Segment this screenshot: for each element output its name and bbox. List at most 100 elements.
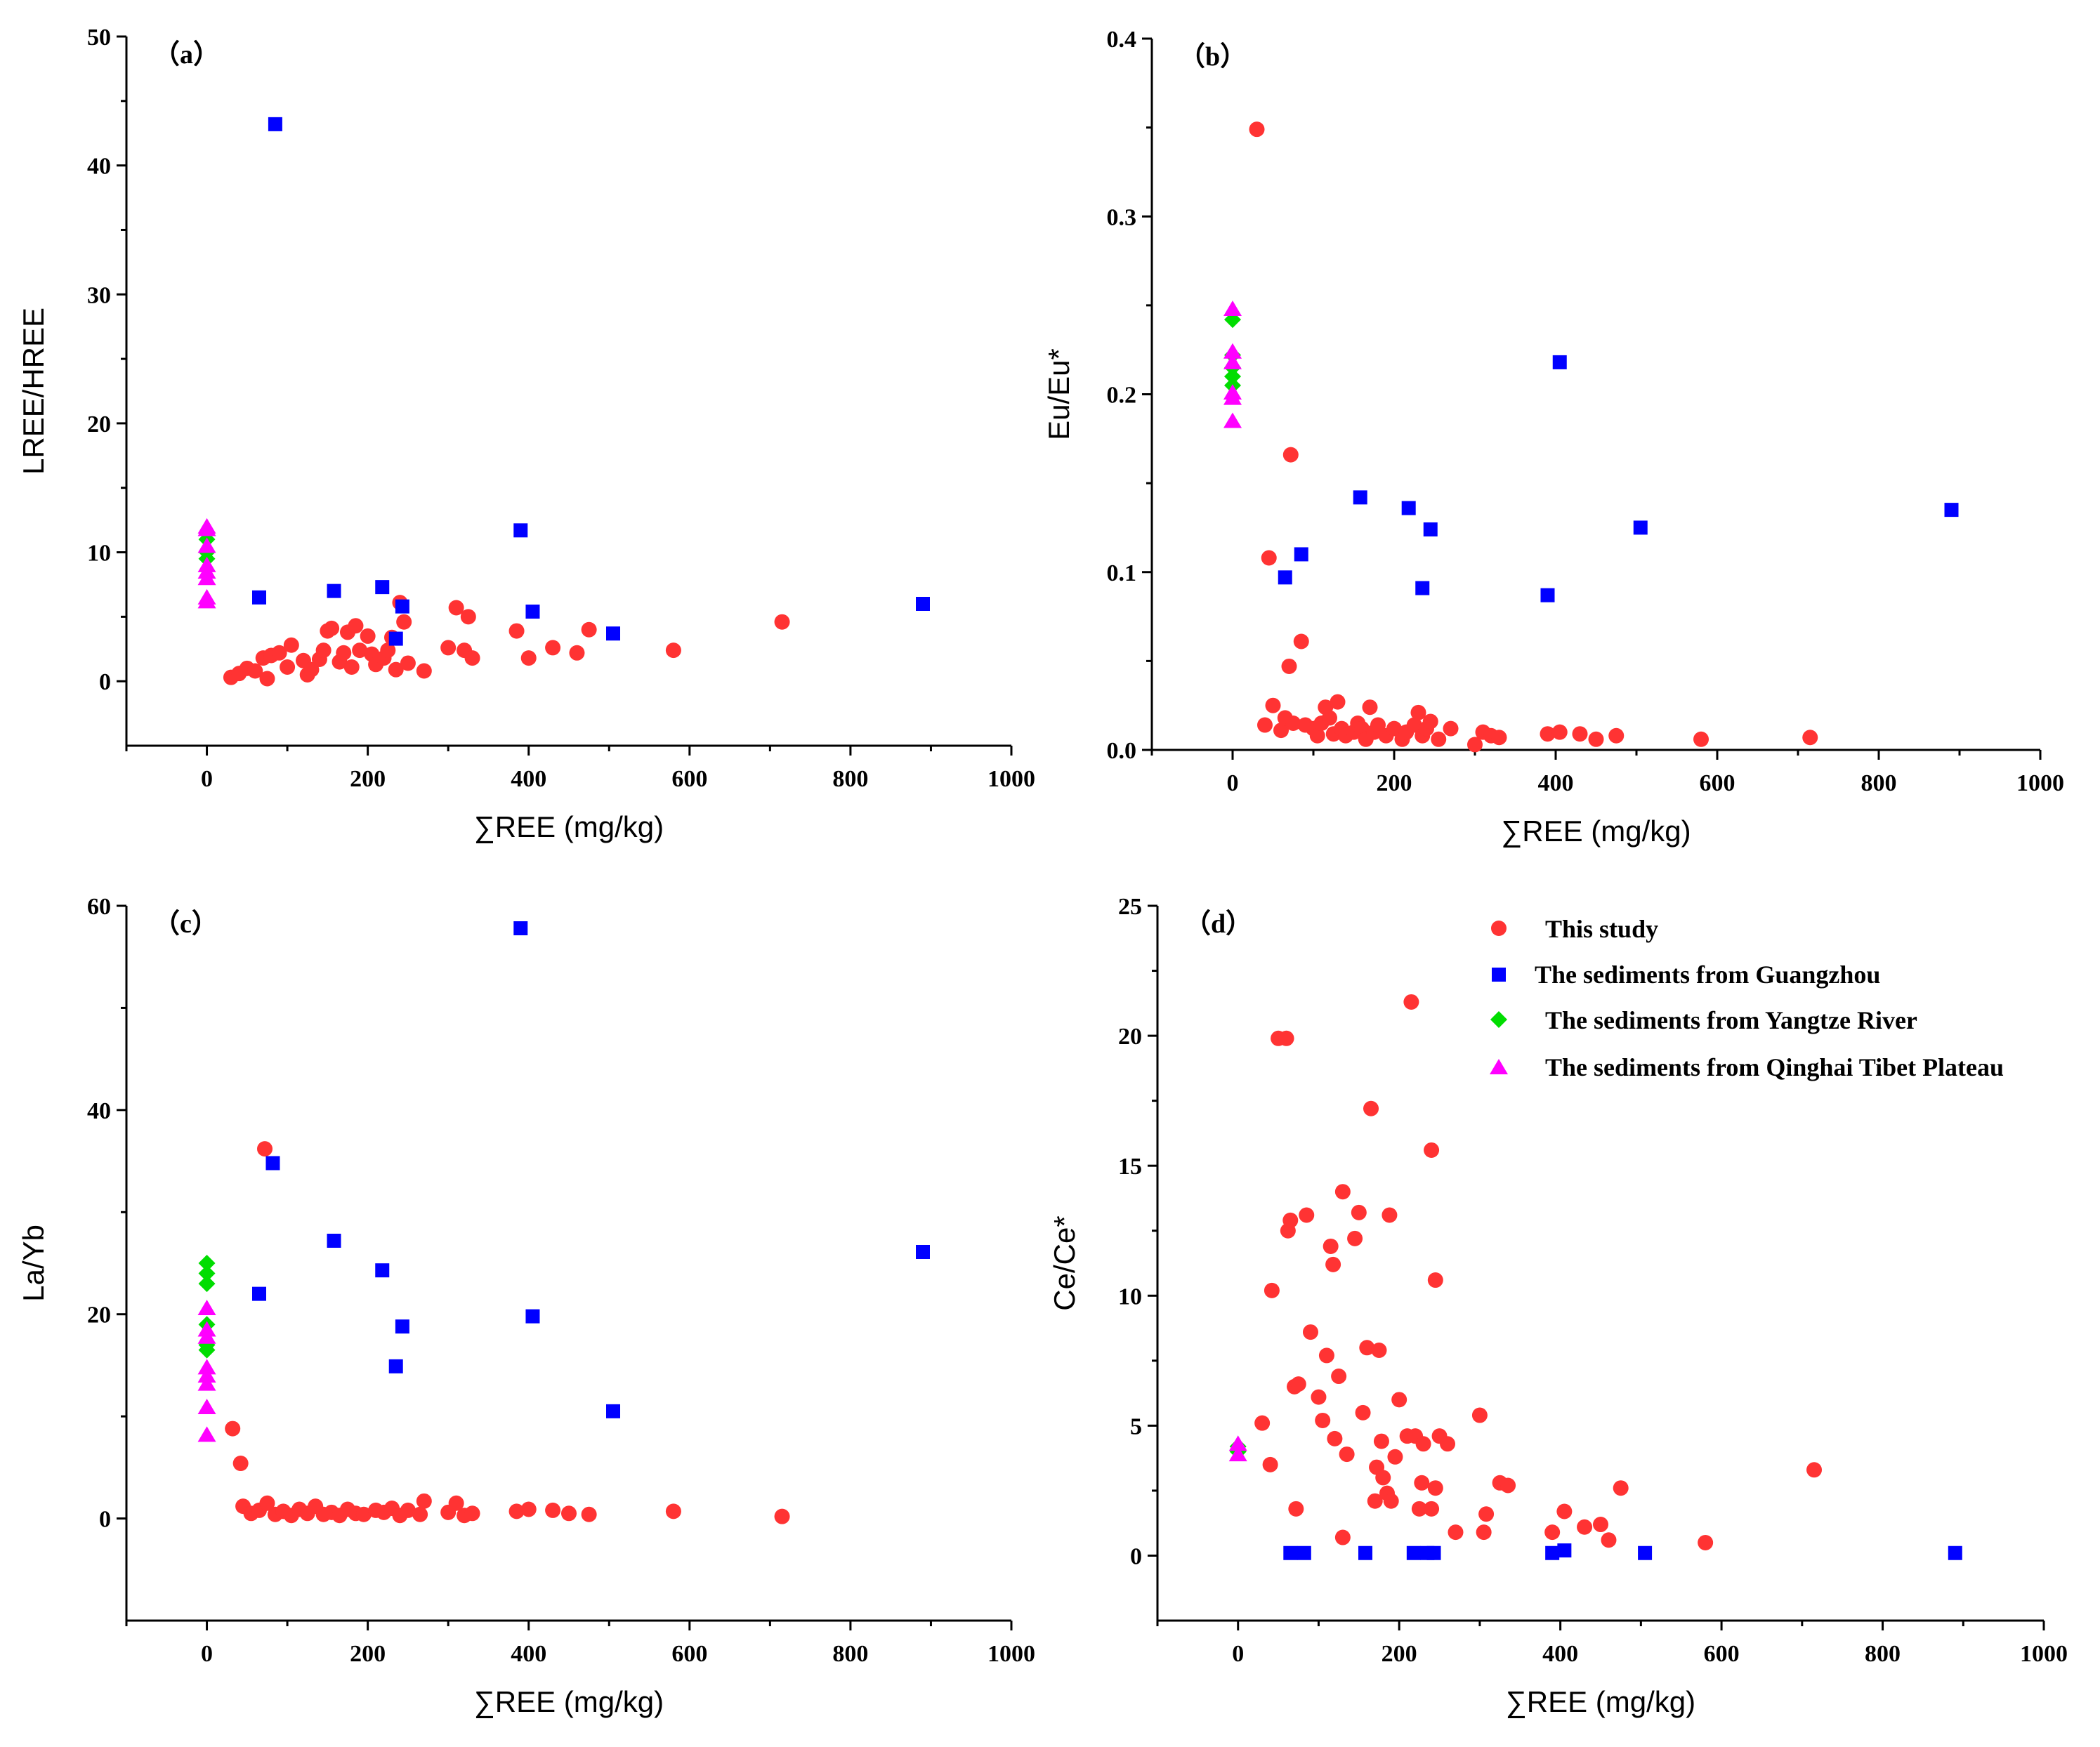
- x-tick-label: 0: [201, 766, 213, 792]
- point-this-study: [1355, 1404, 1371, 1420]
- x-tick-label: 0: [1232, 1641, 1244, 1667]
- point-this-study: [1387, 1449, 1403, 1465]
- y-tick-label: 40: [87, 1098, 111, 1124]
- point-this-study: [1347, 1230, 1363, 1246]
- point-this-study: [545, 1502, 561, 1518]
- point-guangzhou: [268, 117, 282, 131]
- point-guangzhou: [252, 590, 266, 605]
- point-guangzhou: [327, 584, 341, 598]
- point-this-study: [569, 645, 585, 661]
- point-this-study: [259, 1495, 275, 1511]
- legend-label-guangzhou: The sediments from Guangzhou: [1535, 961, 1880, 989]
- point-this-study: [520, 650, 537, 666]
- point-this-study: [416, 1493, 432, 1509]
- point-this-study: [1334, 1184, 1351, 1200]
- y-tick-label: 25: [1118, 894, 1142, 920]
- point-this-study: [343, 659, 360, 675]
- point-guangzhou: [395, 1319, 409, 1334]
- point-this-study: [520, 1501, 537, 1517]
- legend-marker-qinghai: [1490, 1059, 1508, 1074]
- point-this-study: [1698, 1534, 1714, 1550]
- point-guangzhou: [1406, 1545, 1421, 1560]
- point-qinghai: [197, 1366, 216, 1383]
- y-tick-label: 50: [87, 25, 111, 51]
- point-guangzhou: [1426, 1545, 1441, 1560]
- point-this-study: [1491, 730, 1507, 746]
- point-guangzhou: [1633, 520, 1648, 535]
- point-this-study: [1471, 1407, 1488, 1423]
- y-tick-label: 0.1: [1107, 560, 1137, 586]
- y-axis-label: La/Yb: [17, 1225, 50, 1302]
- point-this-study: [1427, 1272, 1443, 1288]
- point-this-study: [352, 642, 368, 659]
- x-tick-label: 600: [671, 1641, 707, 1667]
- legend-marker-this-study: [1491, 921, 1507, 936]
- point-qinghai: [197, 588, 216, 605]
- x-tick-label: 400: [511, 766, 546, 792]
- series-this-study: [1254, 994, 1823, 1550]
- point-this-study: [1427, 1480, 1443, 1496]
- point-qinghai: [1223, 300, 1242, 316]
- point-this-study: [416, 663, 432, 679]
- point-this-study: [400, 655, 416, 671]
- panel-a: 0 200 400 600 800 1000 0 10 20 30 40 50 ∑REE (mg/kg)…: [17, 25, 1035, 843]
- point-this-study: [1443, 720, 1459, 737]
- point-this-study: [1331, 1369, 1347, 1385]
- point-this-study: [1448, 1524, 1464, 1541]
- series-this-study: [1249, 121, 1818, 753]
- point-this-study: [1500, 1477, 1516, 1494]
- point-qinghai: [197, 1359, 216, 1375]
- point-yangtze: [198, 1275, 216, 1293]
- series-qinghai: [1228, 1435, 1247, 1462]
- point-this-study: [1608, 727, 1625, 744]
- point-this-study: [1261, 550, 1277, 566]
- point-guangzhou: [525, 605, 540, 619]
- x-tick-label: 800: [832, 766, 868, 792]
- point-qinghai: [1223, 343, 1242, 359]
- point-guangzhou: [1545, 1545, 1560, 1560]
- legend-marker-guangzhou: [1492, 968, 1506, 982]
- point-this-study: [1288, 1501, 1304, 1517]
- y-tick-label: 0.4: [1107, 27, 1137, 53]
- point-this-study: [1293, 633, 1309, 650]
- legend-entry-this-study: This study: [1491, 915, 1658, 943]
- y-tick-label: 5: [1130, 1413, 1142, 1439]
- point-this-study: [380, 642, 396, 659]
- point-guangzhou: [606, 626, 620, 641]
- point-this-study: [1383, 1493, 1399, 1509]
- point-this-study: [440, 640, 457, 656]
- point-this-study: [1415, 1436, 1431, 1452]
- point-this-study: [232, 1456, 249, 1472]
- x-tick-label: 1000: [987, 1641, 1035, 1667]
- point-this-study: [1544, 1524, 1561, 1541]
- y-axis-label: Eu/Eu*: [1042, 348, 1075, 440]
- point-this-study: [259, 671, 275, 687]
- series-guangzhou: [252, 921, 930, 1418]
- point-this-study: [1278, 1030, 1294, 1046]
- point-this-study: [1318, 1347, 1334, 1364]
- point-this-study: [545, 640, 561, 656]
- point-qinghai: [197, 1426, 216, 1442]
- point-this-study: [1440, 1436, 1456, 1452]
- x-axis-label: ∑REE (mg/kg): [1501, 815, 1691, 848]
- point-this-study: [1540, 726, 1556, 742]
- point-this-study: [1382, 1207, 1398, 1223]
- legend-label-yangtze: The sediments from Yangtze River: [1545, 1006, 1917, 1034]
- point-this-study: [448, 1495, 464, 1511]
- point-this-study: [1391, 1392, 1407, 1408]
- point-this-study: [280, 659, 296, 675]
- panel-b: 0 200 400 600 800 1000 0.0 0.1 0.2 0.3 0.4 ∑REE (mg…: [1042, 27, 2064, 848]
- point-this-study: [1273, 723, 1289, 739]
- y-tick-label: 0: [99, 1507, 111, 1533]
- point-guangzhou: [916, 597, 930, 611]
- point-this-study: [1309, 727, 1325, 744]
- x-tick-label: 400: [1542, 1641, 1578, 1667]
- point-this-study: [1362, 699, 1378, 716]
- x-tick-label: 1000: [987, 766, 1035, 792]
- point-this-study: [1424, 1142, 1440, 1158]
- point-this-study: [225, 1420, 241, 1437]
- x-axis-label: ∑REE (mg/kg): [474, 810, 664, 843]
- y-axis-label: LREE/HREE: [17, 308, 50, 475]
- x-tick-label: 200: [350, 766, 386, 792]
